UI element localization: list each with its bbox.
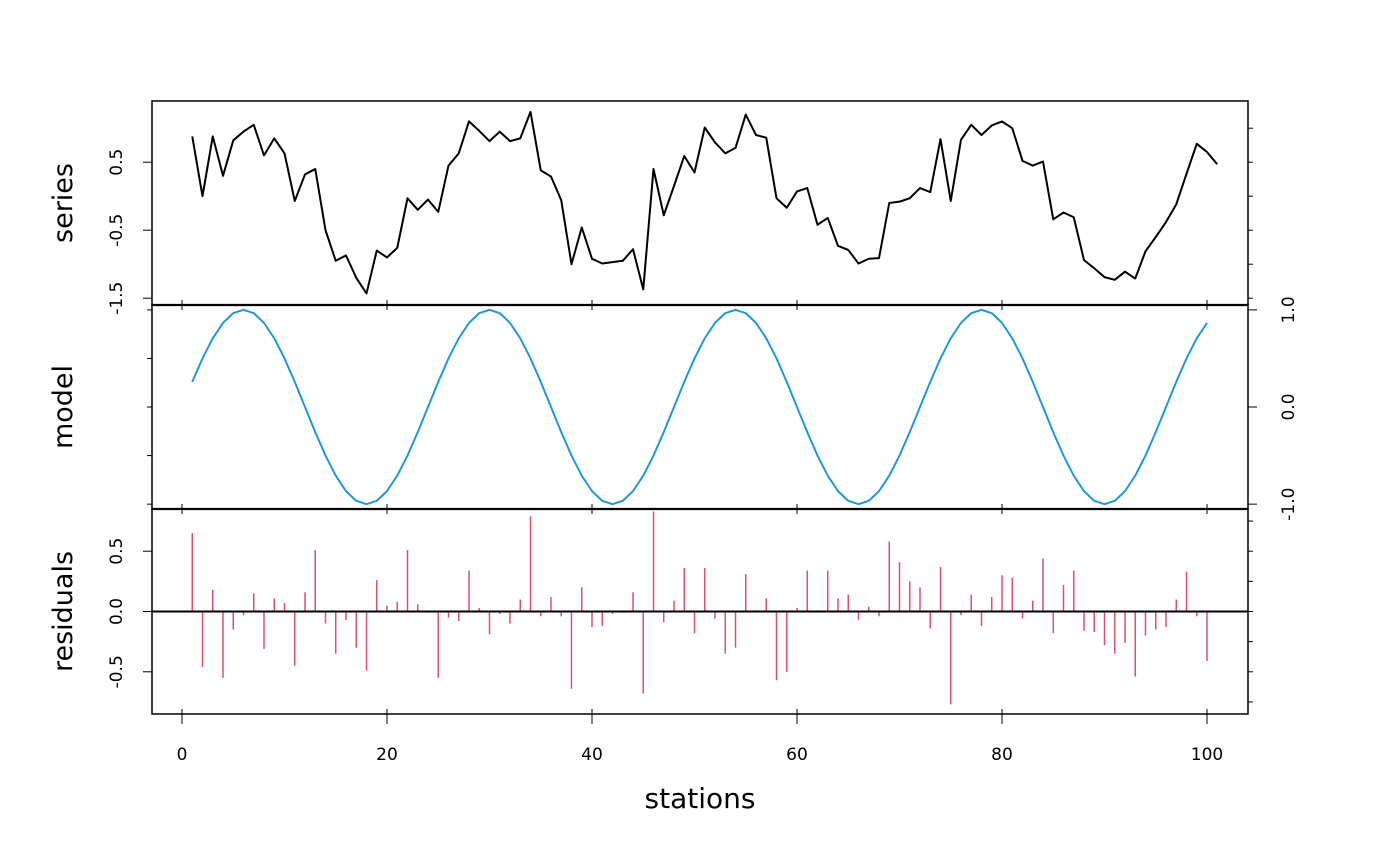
y-tick-label: 0.0 [1279, 393, 1299, 420]
panel-frame [151, 304, 1249, 510]
panel-label-series: series [48, 163, 79, 243]
x-tick-label: 0 [177, 745, 188, 765]
y-tick-label: -0.5 [107, 655, 127, 688]
panel-label-model: model [48, 365, 79, 449]
y-tick-label: -1.5 [107, 282, 127, 315]
x-tick-label: 80 [991, 745, 1013, 765]
x-tick-label: 20 [376, 745, 398, 765]
model-line [191, 308, 1208, 506]
y-tick-label: 0.5 [107, 538, 127, 565]
y-tick-label: 0.0 [107, 598, 127, 625]
x-axis: 0 20 40 60 80 100 [177, 714, 1223, 765]
series-line [191, 110, 1219, 295]
panel-model: -1.0 0.0 1.0 model [48, 296, 1299, 520]
y-tick-label: 1.0 [1279, 296, 1299, 323]
x-axis-title: stations [645, 782, 756, 815]
y-tick-label: -0.5 [107, 214, 127, 247]
panel-frame [151, 100, 1249, 306]
panels-layer: -1.5 -0.5 0.5 series -1.0 0.0 1.0 model -0.5 0.0 0… [48, 100, 1299, 715]
y-tick-label: -1.0 [1279, 488, 1299, 521]
x-tick-label: 60 [786, 745, 808, 765]
panel-residuals: -0.5 0.0 0.5 residuals [48, 508, 1253, 715]
y-tick-label: 0.5 [107, 149, 127, 176]
x-tick-label: 100 [1191, 745, 1223, 765]
x-tick-label: 40 [581, 745, 603, 765]
panel-label-residuals: residuals [48, 551, 79, 672]
panel-series: -1.5 -0.5 0.5 series [48, 100, 1253, 315]
